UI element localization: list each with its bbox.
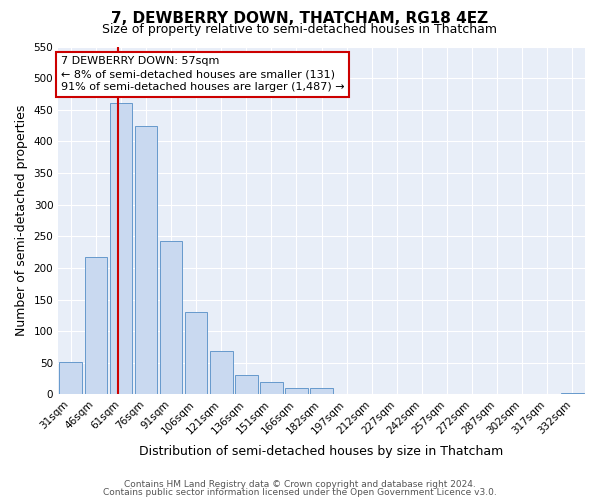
Bar: [59, 362, 82, 394]
Bar: [210, 352, 233, 395]
Text: Size of property relative to semi-detached houses in Thatcham: Size of property relative to semi-detach…: [103, 24, 497, 36]
Text: 7 DEWBERRY DOWN: 57sqm
← 8% of semi-detached houses are smaller (131)
91% of sem: 7 DEWBERRY DOWN: 57sqm ← 8% of semi-deta…: [61, 56, 344, 92]
Bar: [185, 312, 208, 394]
Text: 7, DEWBERRY DOWN, THATCHAM, RG18 4EZ: 7, DEWBERRY DOWN, THATCHAM, RG18 4EZ: [112, 11, 488, 26]
Bar: [85, 256, 107, 394]
Bar: [134, 126, 157, 394]
Bar: [310, 388, 333, 394]
Bar: [235, 376, 257, 394]
Y-axis label: Number of semi-detached properties: Number of semi-detached properties: [15, 105, 28, 336]
Bar: [285, 388, 308, 394]
Bar: [260, 382, 283, 394]
Text: Contains HM Land Registry data © Crown copyright and database right 2024.: Contains HM Land Registry data © Crown c…: [124, 480, 476, 489]
Bar: [160, 240, 182, 394]
Bar: [110, 104, 132, 395]
Text: Contains public sector information licensed under the Open Government Licence v3: Contains public sector information licen…: [103, 488, 497, 497]
X-axis label: Distribution of semi-detached houses by size in Thatcham: Distribution of semi-detached houses by …: [139, 444, 504, 458]
Bar: [561, 392, 584, 394]
